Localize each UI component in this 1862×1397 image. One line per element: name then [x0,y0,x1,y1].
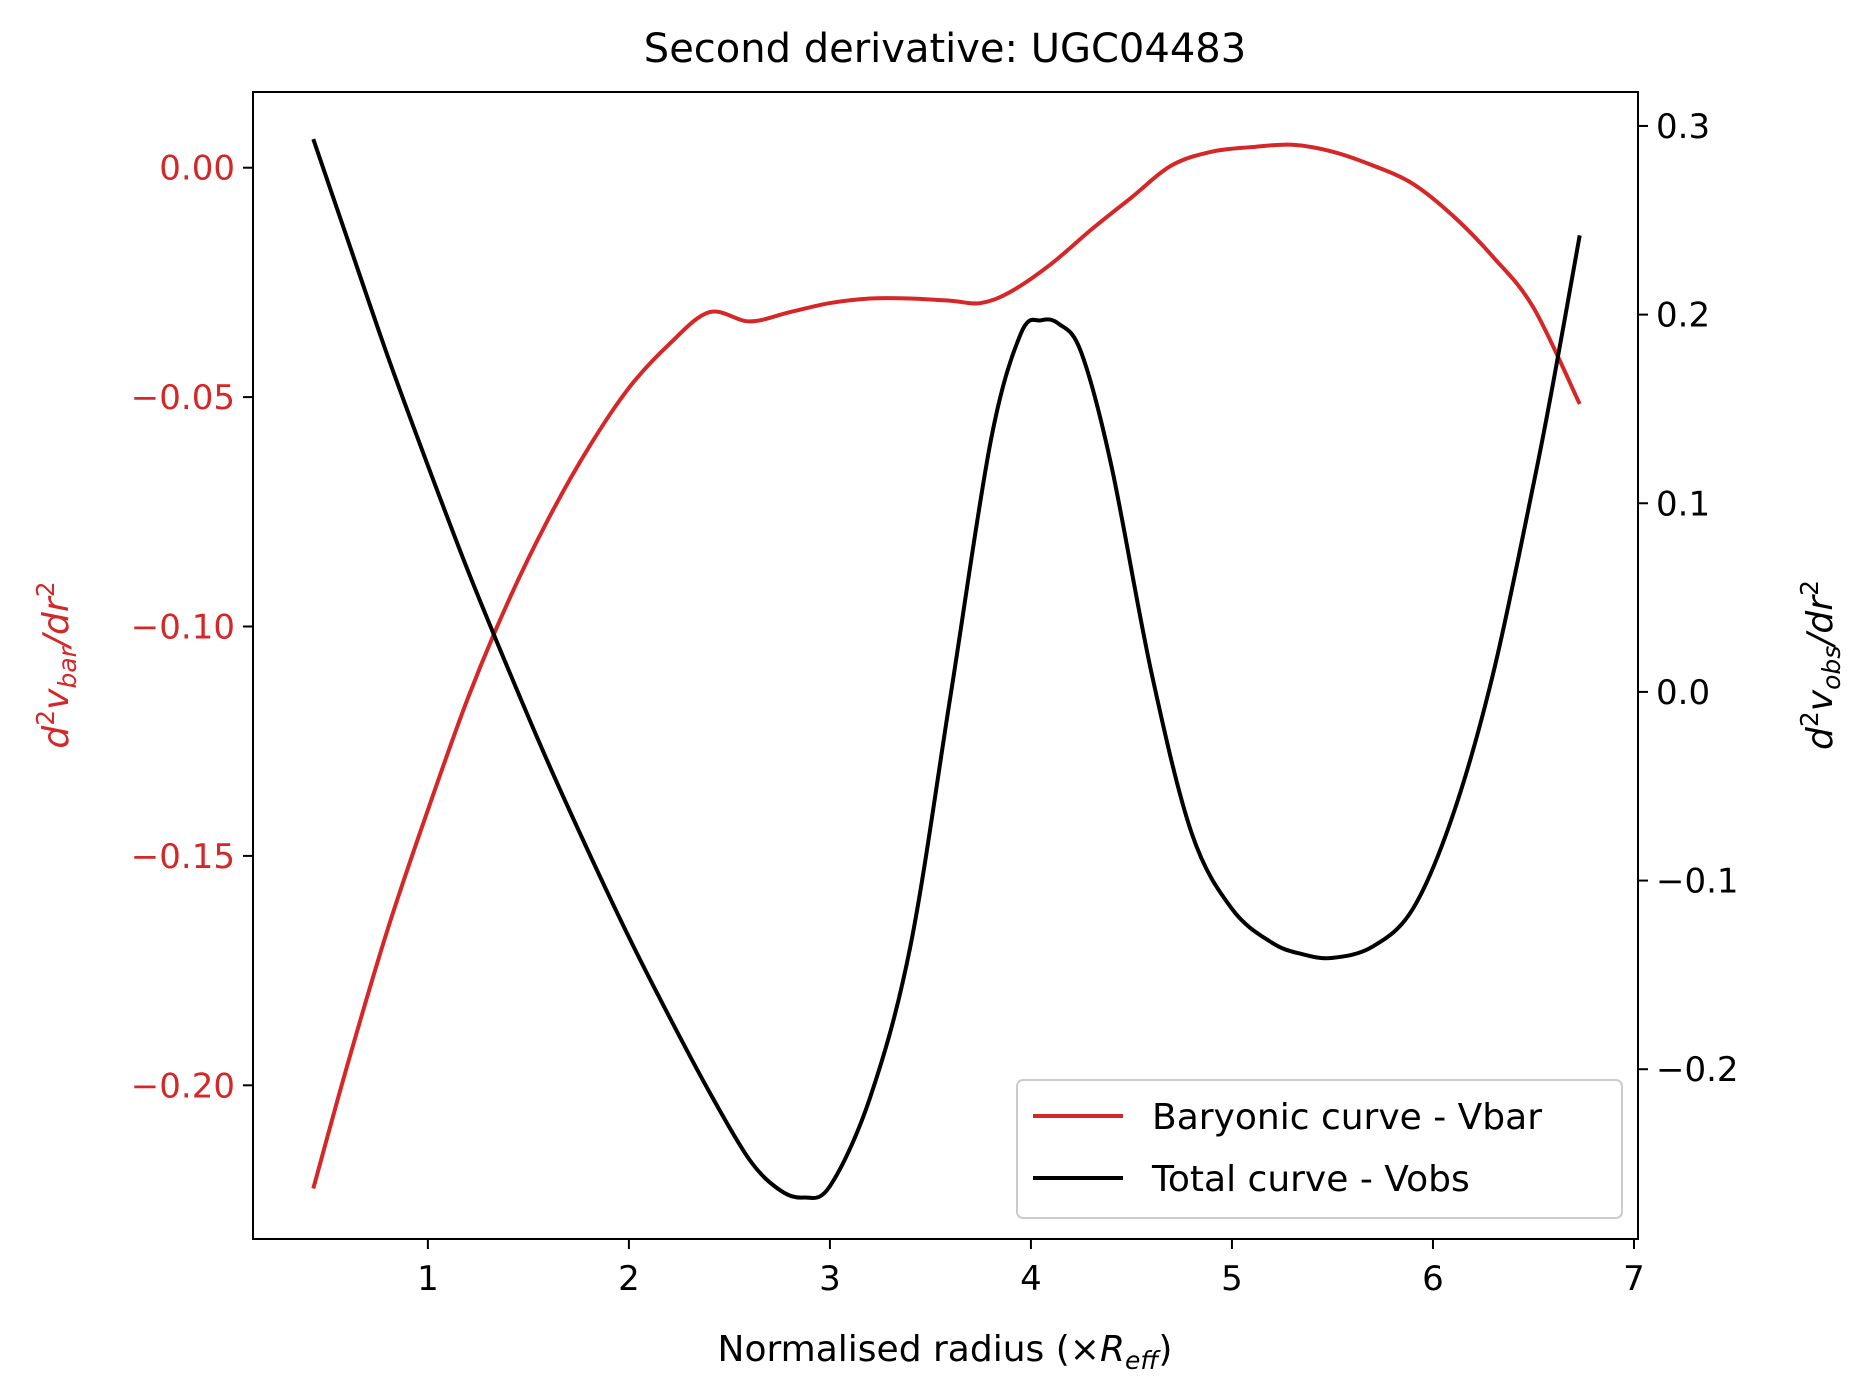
right-y-axis-label-d: d [1800,726,1841,750]
series-line-vobs [311,138,1582,1201]
left-y-axis-label-sup2: 2 [31,581,60,597]
left-y-axis-label-d: d [36,725,77,749]
legend-label-vobs: Total curve - Vobs [1151,1159,1470,1200]
left-y-axis-label-rest: /dr [36,595,77,650]
right-y-tick-label: 0.0 [1656,673,1710,713]
left-y-axis-ticks: 0.00 −0.05 −0.10 −0.15 −0.20 [131,149,253,1106]
right-y-axis-label-v: v [1800,689,1841,711]
plot-frame [252,91,1639,1240]
right-y-tick-label: 0.3 [1656,107,1710,147]
x-axis-label-symbol: R [1100,1329,1125,1370]
right-y-axis-ticks: 0.3 0.2 0.1 0.0 −0.1 −0.2 [1638,107,1739,1090]
right-y-tick-label: −0.1 [1656,862,1739,902]
x-tick-label: 7 [1623,1259,1645,1299]
left-y-tick-label: −0.10 [131,608,235,648]
right-y-axis-label-rest: /dr [1800,594,1841,649]
x-tick-label: 4 [1020,1259,1042,1299]
left-y-tick-label: 0.00 [159,149,235,189]
left-y-axis-label: d2vbar/dr2 [31,581,82,748]
right-y-tick-label: 0.1 [1656,484,1710,524]
x-tick-label: 1 [417,1259,439,1299]
right-y-axis-label-sub: obs [1817,646,1846,690]
x-tick-label: 6 [1422,1259,1444,1299]
legend: Baryonic curve - Vbar Total curve - Vobs [1016,1079,1623,1219]
chart-title: Second derivative: UGC04483 [644,26,1246,72]
series-line-vbar [311,142,1582,1190]
left-y-tick-label: −0.05 [131,378,235,418]
x-tick-label: 5 [1221,1259,1243,1299]
x-axis-ticks: 1 2 3 4 5 6 7 [417,1239,1645,1299]
x-axis-label-suffix: ) [1158,1329,1172,1370]
right-y-axis-label-sup: 2 [1795,711,1824,727]
left-y-tick-label: −0.15 [131,837,235,877]
x-axis-label-subscript: eff [1125,1346,1161,1375]
x-axis-label: Normalised radius (×Reff) [718,1329,1173,1375]
left-y-axis-label-sub: bar [53,645,82,688]
series-layer [311,138,1582,1201]
left-y-tick-label: −0.20 [131,1066,235,1106]
left-y-axis-label-sup: 2 [31,710,60,726]
right-y-tick-label: −0.2 [1656,1050,1739,1090]
x-tick-label: 3 [819,1259,841,1299]
x-tick-label: 2 [618,1259,640,1299]
legend-label-vbar: Baryonic curve - Vbar [1152,1097,1542,1138]
right-y-tick-label: 0.2 [1656,296,1710,336]
legend-box [1016,1079,1623,1219]
x-axis-label-prefix: Normalised radius (× [718,1329,1100,1370]
plot-area [311,138,1582,1201]
right-y-axis-label-sup2: 2 [1795,580,1824,596]
right-y-axis-label: d2vobs/dr2 [1795,580,1846,750]
left-y-axis-label-v: v [36,688,77,710]
